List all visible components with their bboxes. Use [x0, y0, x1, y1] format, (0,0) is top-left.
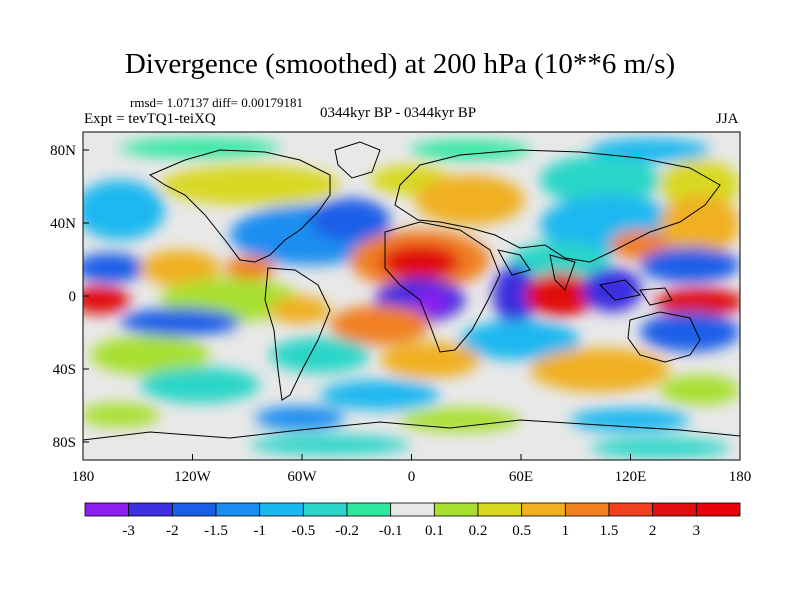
colorbar-swatch [84, 502, 130, 517]
lat-axis: 80N 40N 0 40S 80S [50, 143, 89, 451]
period-label: 0344kyr BP - 0344kyr BP [320, 105, 477, 121]
colorbar-label: 0.1 [425, 523, 444, 539]
colorbar-swatch [259, 502, 304, 517]
lat-tick-label: 80N [50, 143, 76, 159]
colorbar-swatch [346, 502, 392, 517]
season-label: JJA [716, 111, 739, 127]
lon-tick-label: 180 [729, 469, 752, 485]
lon-tick-label: 0 [408, 469, 416, 485]
colorbar-label: -1 [253, 523, 266, 539]
colorbar-swatch [521, 502, 566, 517]
colorbar-label: -0.1 [379, 523, 403, 539]
lon-tick-label: 60E [509, 469, 533, 485]
colorbar-swatch [128, 502, 173, 517]
colorbar-swatch [477, 502, 523, 517]
colorbar-label: -1.5 [204, 523, 228, 539]
colorbar-swatch [695, 502, 741, 517]
colorbar-swatch [171, 502, 217, 517]
colorbar: -3 -2 -1.5 -1 -0.5 -0.2 -0.1 0.1 0.2 0.5 1 1.5 2 3 [84, 502, 741, 539]
colorbar-label: 1.5 [600, 523, 619, 539]
colorbar-swatch [215, 502, 261, 517]
colorbar-swatch [608, 502, 654, 517]
colorbar-swatch [652, 502, 697, 517]
experiment-label: Expt = tevTQ1-teiXQ [84, 111, 216, 127]
colorbar-label: 0.5 [512, 523, 531, 539]
chart-title: Divergence (smoothed) at 200 hPa (10**6 … [124, 48, 676, 80]
colorbar-swatch [302, 502, 348, 517]
divergence-field [83, 132, 740, 460]
colorbar-label: 0.2 [469, 523, 488, 539]
lon-tick-label: 120W [174, 469, 212, 485]
colorbar-swatch [564, 502, 610, 517]
lat-tick-label: 0 [69, 289, 77, 305]
colorbar-label: -0.2 [335, 523, 359, 539]
lon-axis: 180 120W 60W 0 60E 120E 180 [72, 454, 752, 485]
lon-tick-label: 60W [287, 469, 317, 485]
lat-tick-label: 40N [50, 216, 76, 232]
coastlines [83, 141, 740, 441]
colorbar-label: 2 [649, 523, 657, 539]
stats-text: rmsd= 1.07137 diff= 0.00179181 [130, 95, 303, 110]
colorbar-label: -2 [166, 523, 179, 539]
colorbar-swatch [390, 502, 435, 517]
colorbar-label: -0.5 [291, 523, 315, 539]
lon-tick-label: 180 [72, 469, 95, 485]
colorbar-label: 1 [562, 523, 570, 539]
colorbar-label: 3 [693, 523, 701, 539]
lon-tick-label: 120E [615, 469, 647, 485]
lat-tick-label: 40S [53, 362, 76, 378]
lat-tick-label: 80S [53, 435, 76, 451]
colorbar-label: -3 [122, 523, 135, 539]
colorbar-swatch [433, 502, 479, 517]
